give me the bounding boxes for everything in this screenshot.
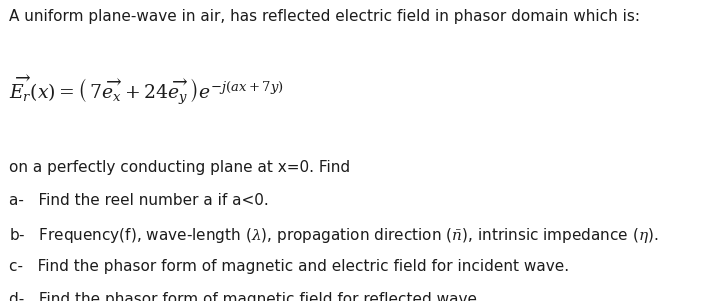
Text: A uniform plane-wave in air, has reflected electric field in phasor domain which: A uniform plane-wave in air, has reflect… [9, 9, 640, 24]
Text: d-   Find the phasor form of magnetic field for reflected wave.: d- Find the phasor form of magnetic fiel… [9, 292, 482, 301]
Text: on a perfectly conducting plane at x=0. Find: on a perfectly conducting plane at x=0. … [9, 160, 350, 175]
Text: $\overrightarrow{E_r}(x) = \left(\,7\overrightarrow{e_x} + 24\overrightarrow{e_y: $\overrightarrow{E_r}(x) = \left(\,7\ove… [9, 72, 284, 107]
Text: a-   Find the reel number a if a<0.: a- Find the reel number a if a<0. [9, 193, 269, 208]
Text: c-   Find the phasor form of magnetic and electric field for incident wave.: c- Find the phasor form of magnetic and … [9, 259, 569, 274]
Text: b-   Frequency(f), wave-length ($\lambda$), propagation direction ($\bar{n}$), i: b- Frequency(f), wave-length ($\lambda$)… [9, 226, 659, 245]
